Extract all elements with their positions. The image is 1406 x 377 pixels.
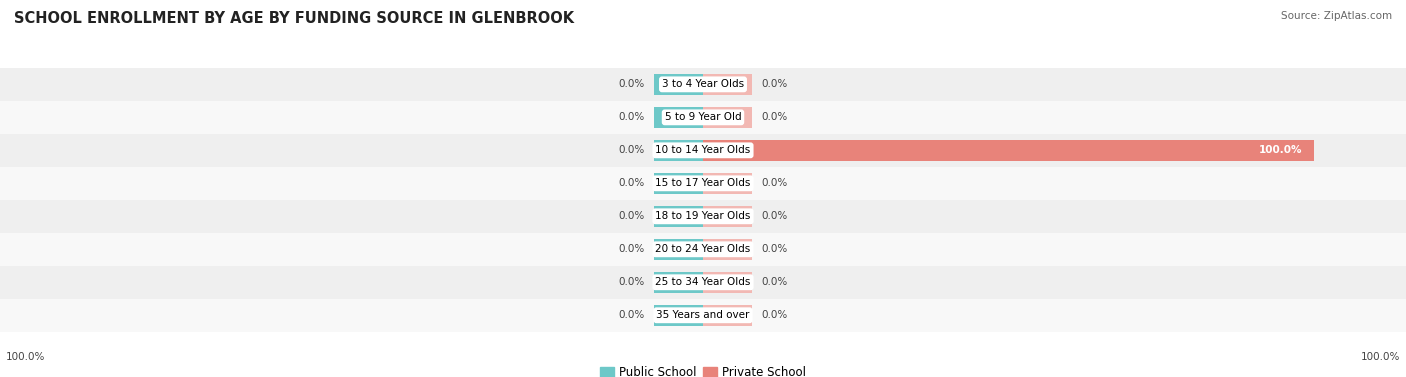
Text: 0.0%: 0.0% xyxy=(619,178,645,188)
Bar xyxy=(654,139,703,161)
Text: 0.0%: 0.0% xyxy=(761,277,787,287)
Text: 0.0%: 0.0% xyxy=(761,79,787,89)
Bar xyxy=(0,167,1406,200)
Bar xyxy=(0,233,1406,266)
Text: Source: ZipAtlas.com: Source: ZipAtlas.com xyxy=(1281,11,1392,21)
Text: 0.0%: 0.0% xyxy=(619,79,645,89)
Text: 0.0%: 0.0% xyxy=(619,244,645,254)
Bar xyxy=(654,205,703,227)
Text: 10 to 14 Year Olds: 10 to 14 Year Olds xyxy=(655,145,751,155)
Bar xyxy=(703,107,752,128)
Bar xyxy=(703,139,1315,161)
Text: 0.0%: 0.0% xyxy=(761,211,787,221)
Bar xyxy=(703,173,752,194)
Text: 0.0%: 0.0% xyxy=(761,178,787,188)
Text: 0.0%: 0.0% xyxy=(619,310,645,320)
Bar xyxy=(703,74,752,95)
Legend: Public School, Private School: Public School, Private School xyxy=(595,362,811,377)
Text: 0.0%: 0.0% xyxy=(619,211,645,221)
Text: 100.0%: 100.0% xyxy=(1361,352,1400,362)
Bar xyxy=(0,101,1406,134)
Bar xyxy=(654,239,703,260)
Bar xyxy=(703,271,752,293)
Bar xyxy=(0,134,1406,167)
Text: 0.0%: 0.0% xyxy=(761,310,787,320)
Text: SCHOOL ENROLLMENT BY AGE BY FUNDING SOURCE IN GLENBROOK: SCHOOL ENROLLMENT BY AGE BY FUNDING SOUR… xyxy=(14,11,574,26)
Bar xyxy=(703,205,752,227)
Bar xyxy=(654,305,703,326)
Text: 5 to 9 Year Old: 5 to 9 Year Old xyxy=(665,112,741,123)
Text: 20 to 24 Year Olds: 20 to 24 Year Olds xyxy=(655,244,751,254)
Text: 100.0%: 100.0% xyxy=(1258,145,1302,155)
Bar xyxy=(0,299,1406,332)
Text: 0.0%: 0.0% xyxy=(761,112,787,123)
Text: 0.0%: 0.0% xyxy=(619,112,645,123)
Bar xyxy=(0,266,1406,299)
Text: 0.0%: 0.0% xyxy=(619,277,645,287)
Bar xyxy=(0,68,1406,101)
Bar xyxy=(654,107,703,128)
Bar xyxy=(703,239,752,260)
Bar xyxy=(654,74,703,95)
Text: 15 to 17 Year Olds: 15 to 17 Year Olds xyxy=(655,178,751,188)
Bar xyxy=(0,200,1406,233)
Text: 0.0%: 0.0% xyxy=(761,244,787,254)
Text: 25 to 34 Year Olds: 25 to 34 Year Olds xyxy=(655,277,751,287)
Text: 18 to 19 Year Olds: 18 to 19 Year Olds xyxy=(655,211,751,221)
Bar xyxy=(654,173,703,194)
Bar xyxy=(654,271,703,293)
Text: 3 to 4 Year Olds: 3 to 4 Year Olds xyxy=(662,79,744,89)
Text: 0.0%: 0.0% xyxy=(619,145,645,155)
Text: 35 Years and over: 35 Years and over xyxy=(657,310,749,320)
Text: 100.0%: 100.0% xyxy=(6,352,45,362)
Bar xyxy=(703,305,752,326)
